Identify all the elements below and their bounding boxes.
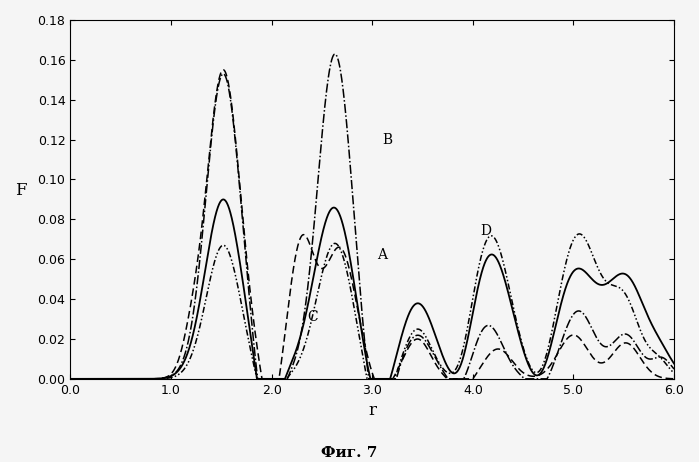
Text: C: C bbox=[307, 310, 317, 324]
Text: A: A bbox=[377, 248, 387, 262]
Y-axis label: F: F bbox=[15, 182, 27, 200]
Text: Фиг. 7: Фиг. 7 bbox=[322, 446, 377, 460]
Text: D: D bbox=[480, 225, 491, 238]
Text: B: B bbox=[382, 133, 392, 146]
X-axis label: r: r bbox=[368, 402, 376, 419]
